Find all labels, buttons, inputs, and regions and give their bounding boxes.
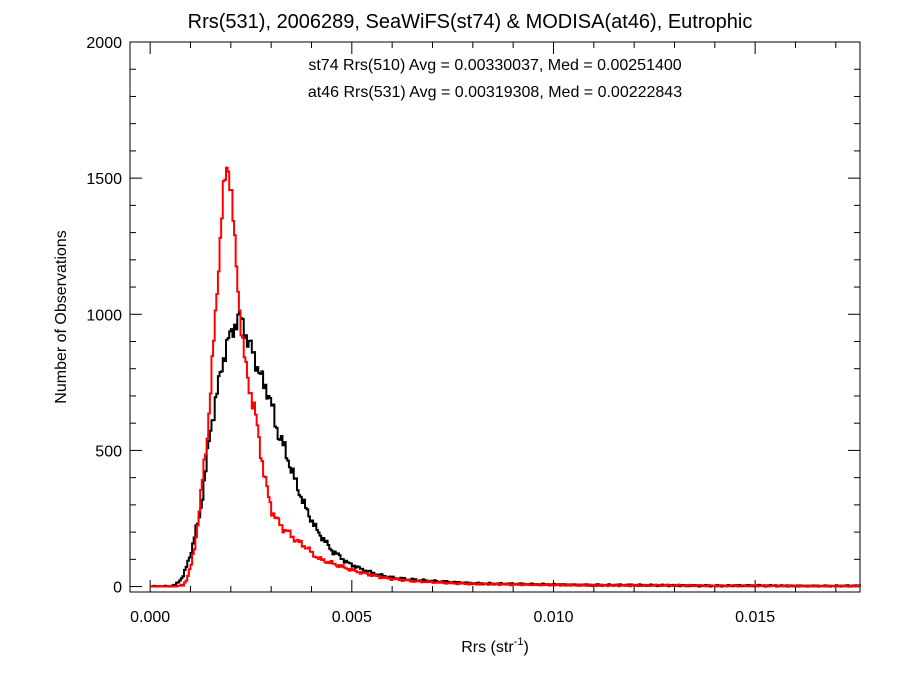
x-tick-label: 0.005	[332, 609, 372, 626]
x-tick-label: 0.015	[735, 609, 775, 626]
series-line-st74	[150, 311, 861, 588]
y-axis-ticks: 0 500 1000 1500 2000	[86, 35, 860, 597]
y-tick-label: 1000	[86, 307, 122, 324]
chart-title: Rrs(531), 2006289, SeaWiFS(st74) & MODIS…	[188, 11, 753, 33]
plot-frame	[129, 41, 861, 593]
x-axis-label-main: Rrs (str	[461, 639, 514, 656]
x-axis-label: Rrs (str-1)	[461, 636, 529, 656]
y-tick-label: 500	[95, 443, 122, 460]
x-tick-label: 0.010	[533, 609, 573, 626]
data-series	[150, 166, 861, 588]
x-tick-label: 0.000	[130, 609, 170, 626]
y-tick-label: 2000	[86, 35, 122, 52]
series-line-at46	[150, 166, 861, 588]
annotation-st74-stats: st74 Rrs(510) Avg = 0.00330037, Med = 0.…	[308, 57, 681, 74]
x-axis-label-end: )	[523, 639, 528, 656]
annotation-at46-stats: at46 Rrs(531) Avg = 0.00319308, Med = 0.…	[308, 84, 682, 101]
y-tick-label: 1500	[86, 171, 122, 188]
plot-area	[129, 41, 861, 593]
y-tick-label: 0	[113, 580, 122, 597]
x-axis-ticks: 0.000 0.005 0.010 0.015	[130, 42, 837, 626]
x-axis-label-superscript: -1	[514, 636, 524, 648]
y-axis-label: Number of Observations	[53, 230, 70, 403]
